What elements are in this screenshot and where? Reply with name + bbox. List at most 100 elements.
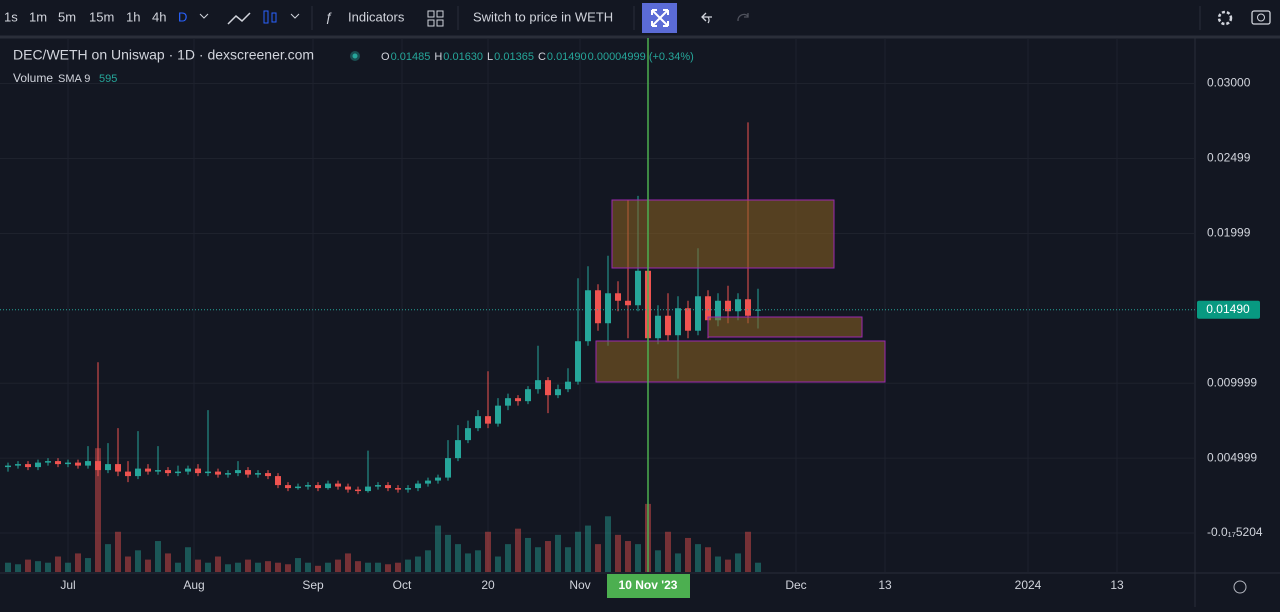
volume-bars	[5, 448, 761, 572]
settings-button[interactable]	[1217, 10, 1233, 26]
zone-rectangle[interactable]	[707, 316, 863, 338]
candle-body	[365, 486, 371, 492]
candle-body	[615, 293, 621, 301]
x-tick-label: 20	[481, 578, 495, 592]
chevron-icon	[199, 13, 209, 19]
candle-body	[95, 461, 101, 471]
undo-button[interactable]	[701, 12, 712, 24]
layout-icon	[427, 10, 444, 27]
candle-body	[355, 489, 361, 492]
volume-bar	[345, 553, 351, 572]
candle-body	[75, 462, 81, 466]
candle-body	[345, 486, 351, 490]
fx-icon: ƒ	[325, 9, 332, 24]
volume-bar	[505, 544, 511, 572]
x-tick-label: Nov	[569, 578, 590, 592]
candle-body	[65, 462, 71, 465]
volume-bar	[15, 564, 21, 572]
interval-group: 1s 1m 5m 15m 1h 4h D	[4, 9, 187, 24]
candle-body	[15, 464, 21, 466]
candle-body	[215, 471, 221, 475]
candle-body	[595, 290, 601, 324]
candle-body	[675, 308, 681, 336]
chevron-icon	[290, 13, 300, 19]
interval-button[interactable]: 1m	[29, 9, 47, 24]
indicators-button[interactable]: Indicators	[348, 9, 405, 24]
volume-bar	[615, 534, 621, 572]
candle-body	[735, 299, 741, 312]
switch-price-button[interactable]: Switch to price in WETH	[473, 9, 613, 24]
x-tick-label: 13	[878, 578, 892, 592]
interval-button[interactable]: 5m	[58, 9, 76, 24]
candle-body	[465, 428, 471, 441]
y-tick-label: 0.009999	[1207, 375, 1257, 389]
volume-bar	[105, 544, 111, 572]
candle-body	[315, 485, 321, 489]
interval-button[interactable]: 4h	[152, 9, 166, 24]
candle-body	[625, 300, 631, 306]
volume-bar	[735, 553, 741, 572]
volume-bar	[595, 544, 601, 572]
candle-body	[395, 488, 401, 490]
volume-bar	[55, 556, 61, 572]
screenshot-button[interactable]	[1251, 10, 1271, 25]
grid	[0, 38, 1195, 572]
volume-bar	[535, 547, 541, 572]
volume-bar	[335, 559, 341, 572]
candle-body	[685, 308, 691, 331]
candle-body	[165, 470, 171, 474]
ohlc-value: 0.01490	[547, 51, 587, 63]
interval-button[interactable]: D	[178, 9, 187, 24]
volume-bar	[135, 550, 141, 572]
candle-body	[255, 473, 261, 475]
volume-bar	[225, 564, 231, 572]
volume-bar	[705, 547, 711, 572]
settings-axis-button[interactable]	[1233, 580, 1247, 594]
redo-button[interactable]	[737, 13, 749, 22]
candle-body	[445, 458, 451, 478]
volume-bar	[95, 448, 101, 572]
candle-body	[605, 293, 611, 324]
ohlc-value: 0.01485	[391, 51, 431, 63]
volume-bar	[65, 562, 71, 572]
volume-bar	[635, 544, 641, 572]
volume-bar	[755, 562, 761, 572]
candle-body	[505, 398, 511, 406]
zone-rectangle[interactable]	[611, 199, 835, 269]
volume-bar	[245, 559, 251, 572]
volume-bar	[295, 558, 301, 572]
volume-bar	[305, 562, 311, 572]
volume-bar	[695, 544, 701, 572]
candle-body	[325, 483, 331, 489]
line-icon	[227, 12, 251, 25]
ohlc-key: O	[381, 51, 390, 63]
candle-body	[725, 300, 731, 312]
candle-body	[585, 290, 591, 342]
candle-body	[705, 296, 711, 321]
candle-body	[485, 416, 491, 424]
volume-bar	[195, 559, 201, 572]
candle-body	[305, 485, 311, 487]
volume-bar	[395, 562, 401, 572]
last-price-badge	[1197, 300, 1260, 319]
candle-body	[415, 483, 421, 489]
interval-button[interactable]: 1s	[4, 9, 18, 24]
last-price-label: 0.01490	[1206, 302, 1250, 316]
x-tick-label: Dec	[785, 578, 806, 592]
candle-body	[205, 471, 211, 474]
crosshair-badge	[607, 574, 690, 598]
zone-rectangle[interactable]	[595, 340, 886, 383]
volume-bar	[745, 531, 751, 572]
interval-button[interactable]: 1h	[126, 9, 140, 24]
interval-button[interactable]: 15m	[89, 9, 114, 24]
candle-body	[525, 389, 531, 402]
candle-body	[245, 470, 251, 475]
ohlc-key: L	[487, 51, 493, 63]
candle-body	[175, 471, 181, 474]
candle-body	[635, 270, 641, 306]
volume-bar	[675, 553, 681, 572]
volume-bar	[115, 531, 121, 572]
candle-body	[85, 461, 91, 466]
toolbar	[0, 0, 1280, 36]
